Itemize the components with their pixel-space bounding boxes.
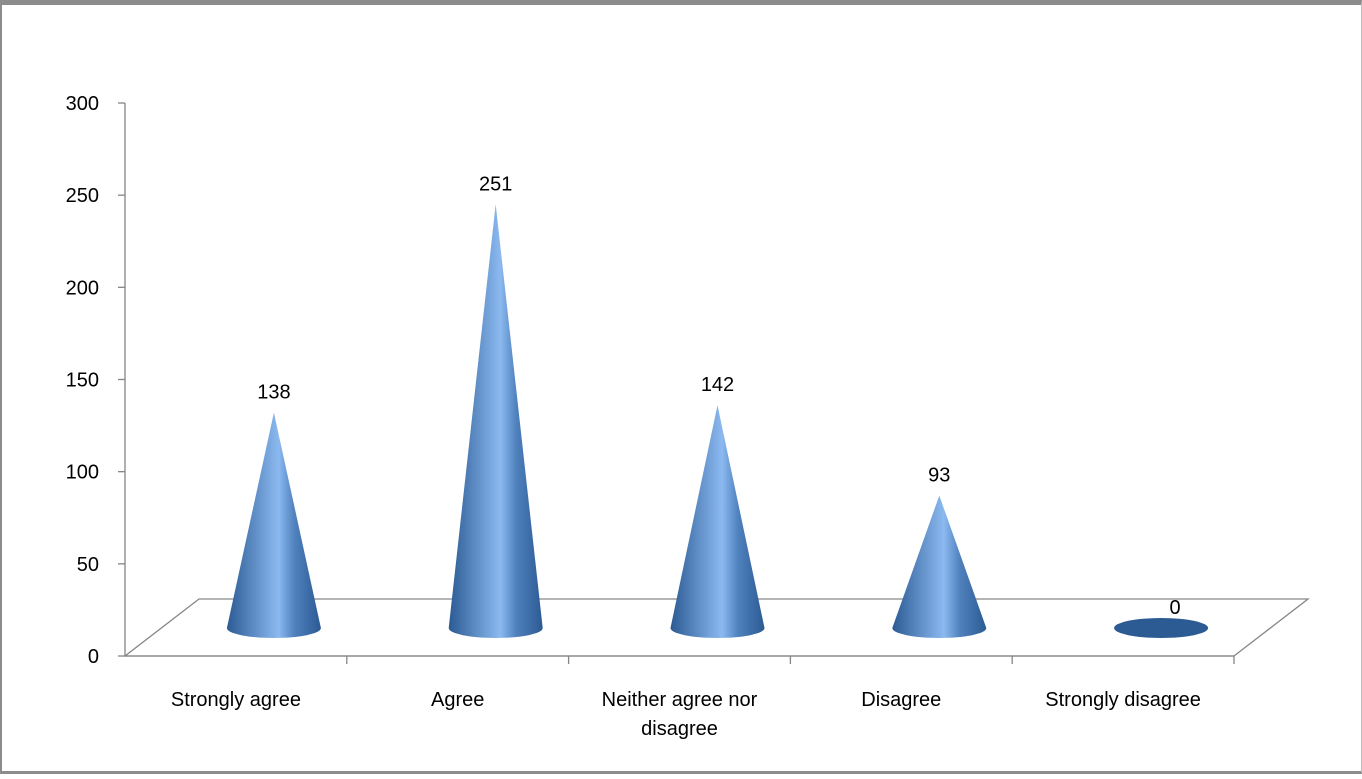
cone-3 (670, 405, 765, 638)
y-tick-label: 0 (88, 646, 99, 668)
data-label: 142 (701, 374, 734, 396)
y-tick-label: 100 (66, 462, 99, 484)
x-category-label: Strongly agree (171, 689, 301, 711)
x-category-label: Neither agree nor (602, 689, 758, 711)
data-label: 251 (479, 173, 512, 195)
x-category-label: disagree (641, 718, 718, 740)
cone-body (226, 412, 321, 638)
labels: 0 50 100 150 200 250 300 138 251 142 93 0 Strongly a… (66, 93, 1201, 740)
data-label: 138 (257, 382, 290, 404)
data-label: 0 (1170, 597, 1181, 619)
data-label: 93 (928, 465, 950, 487)
cone-base-flat (1114, 618, 1209, 638)
y-tick-label: 300 (66, 93, 99, 115)
cone-body (670, 405, 765, 638)
cone-1 (226, 412, 321, 638)
y-tick-label: 150 (66, 370, 99, 392)
cone-2 (448, 204, 543, 638)
cone-body (448, 204, 543, 638)
cone-5 (1114, 618, 1209, 638)
cone-chart: 0 50 100 150 200 250 300 138 251 142 93 0 Strongly a… (66, 93, 1310, 740)
axes (118, 102, 1310, 664)
cone-4 (892, 495, 987, 638)
cones (226, 204, 1209, 638)
x-category-label: Agree (431, 689, 484, 711)
x-category-label: Strongly disagree (1045, 689, 1201, 711)
y-tick-label: 250 (66, 185, 99, 207)
x-category-label: Disagree (861, 689, 941, 711)
y-tick-label: 200 (66, 277, 99, 299)
y-tick-label: 50 (77, 554, 99, 576)
cone-body (892, 495, 987, 638)
